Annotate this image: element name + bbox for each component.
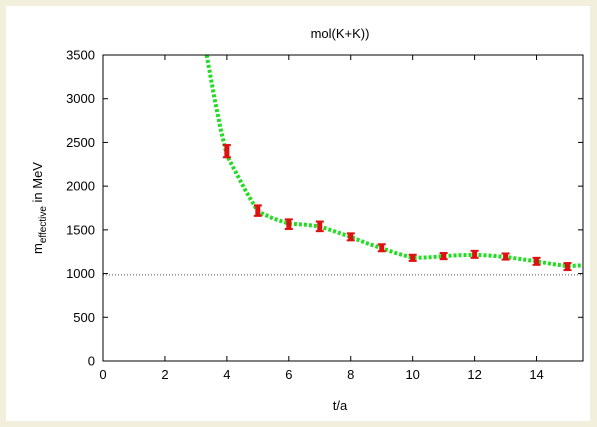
y-axis-label-unit: in MeV	[30, 162, 45, 206]
error-bar	[255, 205, 261, 216]
chart-title: mol(K+K))	[311, 26, 370, 41]
x-tick-labels: 0 2 4 6 8 10 12 14	[99, 367, 543, 382]
y-axis-label-main: m	[30, 243, 45, 254]
error-bar	[410, 254, 416, 261]
x-tick-label: 10	[405, 367, 419, 382]
y-tick-label: 1000	[66, 266, 95, 281]
error-bar	[534, 257, 540, 265]
fit-curve-layer	[204, 54, 584, 269]
data-point	[315, 220, 324, 233]
y-tick-label: 1500	[66, 222, 95, 237]
data-points-layer	[222, 144, 572, 272]
data-point	[408, 253, 417, 262]
error-bar	[348, 233, 354, 241]
x-tick-label: 0	[99, 367, 106, 382]
x-tick-label: 8	[347, 367, 354, 382]
y-tick-label: 0	[88, 354, 95, 369]
data-point	[439, 252, 448, 261]
x-tick-label: 6	[285, 367, 292, 382]
ticks-layer	[102, 54, 583, 362]
data-point	[346, 232, 355, 242]
y-tick-labels: 0 500 1000 1500 2000 2500 3000 3500	[66, 48, 95, 369]
error-bar	[286, 219, 292, 229]
y-tick-label: 2500	[66, 135, 95, 150]
x-tick-label: 4	[223, 367, 230, 382]
y-tick-label: 3500	[66, 48, 95, 63]
x-tick-label: 14	[529, 367, 543, 382]
fit-curve	[204, 54, 584, 269]
error-bar	[317, 221, 323, 232]
data-point	[501, 252, 510, 261]
error-bar	[472, 250, 478, 258]
x-axis-label: t/a	[333, 398, 348, 413]
y-axis-label-subscript: effective	[38, 206, 49, 243]
data-point	[253, 204, 262, 217]
data-point	[222, 144, 231, 159]
plot-frame	[102, 54, 584, 362]
x-tick-label: 2	[161, 367, 168, 382]
y-tick-label: 500	[73, 310, 95, 325]
y-tick-label: 3000	[66, 91, 95, 106]
error-bar	[565, 263, 571, 271]
data-point	[532, 256, 541, 266]
error-bar	[379, 244, 385, 252]
data-point	[284, 218, 293, 230]
y-axis-label: meffective in MeV	[30, 162, 49, 254]
data-point	[470, 249, 479, 259]
data-point	[377, 243, 386, 253]
error-bar	[224, 145, 230, 158]
data-point	[563, 262, 572, 272]
error-bar	[503, 253, 509, 260]
error-bar	[441, 253, 447, 260]
y-tick-label: 2000	[66, 179, 95, 194]
x-tick-label: 12	[467, 367, 481, 382]
